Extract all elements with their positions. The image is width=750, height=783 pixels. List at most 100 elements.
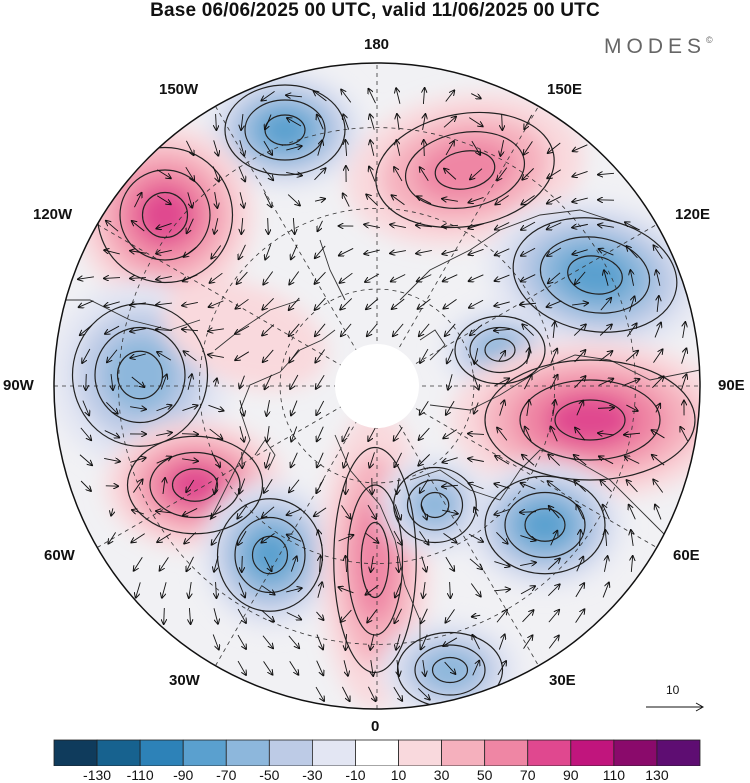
streamline-loop (171, 468, 219, 502)
wind-arrow (656, 404, 660, 413)
wind-arrow (443, 532, 456, 542)
wind-arrow (130, 353, 146, 358)
streamline-loop (404, 131, 526, 209)
colorbar-tick-label: -30 (302, 767, 323, 783)
wind-arrow (446, 400, 455, 415)
wind-arrow (548, 636, 559, 649)
wind-arrow (291, 426, 298, 441)
wind-arrow (443, 299, 457, 308)
wind-arrow (574, 480, 586, 492)
wind-arrow (520, 512, 537, 513)
wind-arrow (242, 555, 243, 572)
wind-arrow (599, 456, 614, 465)
wind-arrow (160, 557, 169, 570)
wind-arrow (80, 324, 93, 335)
wind-arrow (550, 349, 557, 364)
wind-arrow (397, 478, 399, 494)
wind-arrow (130, 251, 146, 253)
wind-arrow (263, 271, 274, 285)
wind-arrow (625, 351, 638, 362)
vector-scale-arrow (646, 702, 705, 712)
wind-arrow (181, 434, 198, 435)
wind-arrow (495, 222, 510, 229)
wind-arrow (370, 114, 375, 130)
wind-arrow (160, 374, 167, 390)
wind-arrow (524, 114, 533, 129)
wind-arrow (605, 530, 606, 547)
wind-arrow (368, 89, 376, 104)
wind-arrow (416, 250, 432, 253)
wind-arrow (420, 504, 427, 520)
wind-arrow (265, 244, 272, 259)
colorbar-cell (441, 739, 486, 766)
wind-arrow (421, 634, 428, 650)
wind-arrow (418, 298, 431, 309)
wind-arrow (494, 484, 510, 489)
wind-arrow (580, 530, 581, 547)
wind-arrow (445, 609, 455, 622)
wind-arrow (263, 140, 272, 155)
wind-arrow (266, 452, 271, 467)
streamline-loop (484, 338, 516, 362)
wind-arrow (156, 511, 172, 513)
wind-arrow (574, 376, 586, 389)
wind-arrow (521, 195, 535, 205)
wind-arrow (315, 686, 324, 701)
wind-arrow (315, 297, 326, 310)
wind-arrow (314, 507, 327, 516)
wind-arrow (183, 274, 198, 281)
coastline-segment (319, 239, 346, 301)
wind-arrow (156, 405, 171, 412)
colorbar-cell (311, 739, 356, 766)
anomaly-contour-fill (412, 484, 458, 526)
wind-arrow (317, 582, 322, 598)
wind-arrow (470, 324, 483, 336)
wind-arrow (629, 505, 636, 520)
wind-arrow (186, 479, 195, 492)
streamline-loop (454, 315, 546, 385)
wind-arrow (445, 141, 454, 156)
wind-arrow (216, 581, 217, 598)
wind-arrow (572, 171, 588, 176)
wind-arrow (317, 140, 322, 156)
wind-arrow (654, 245, 663, 259)
wind-arrow (186, 556, 194, 571)
wind-arrow (471, 140, 480, 155)
wind-arrow (631, 556, 632, 573)
wind-arrow (468, 483, 484, 490)
wind-arrow (396, 88, 401, 104)
wind-arrow (392, 195, 405, 206)
wind-arrow (339, 248, 354, 255)
wind-arrow (156, 457, 172, 464)
wind-arrow (604, 270, 609, 286)
wind-arrow (394, 167, 403, 182)
streamline-loop (567, 255, 623, 295)
wind-arrow (523, 635, 533, 649)
wind-arrow (602, 583, 609, 598)
wind-arrow (183, 508, 198, 515)
anomaly-contour-fill (163, 279, 327, 391)
wind-arrow (340, 298, 353, 309)
wind-arrow (397, 114, 399, 130)
wind-arrow (421, 608, 428, 623)
wind-arrow (212, 634, 219, 650)
wind-arrow (445, 323, 456, 336)
coastline-segment (60, 299, 201, 331)
wind-arrow (397, 555, 399, 572)
wind-arrow (289, 271, 300, 285)
wind-arrow (598, 433, 614, 435)
wind-arrow (396, 634, 401, 649)
streamline-loop (431, 656, 469, 684)
wind-arrow (502, 113, 503, 130)
wind-arrow (185, 166, 194, 181)
wind-arrow (238, 530, 247, 545)
coastline-segment (209, 329, 336, 521)
wind-arrow (156, 303, 172, 305)
brand-name: MODES (604, 35, 707, 58)
map-boundary (53, 62, 701, 710)
wind-arrow (370, 634, 374, 650)
wind-arrow (469, 274, 484, 281)
wind-arrow (445, 556, 454, 571)
wind-arrow (599, 249, 614, 256)
wind-arrow (106, 221, 119, 232)
